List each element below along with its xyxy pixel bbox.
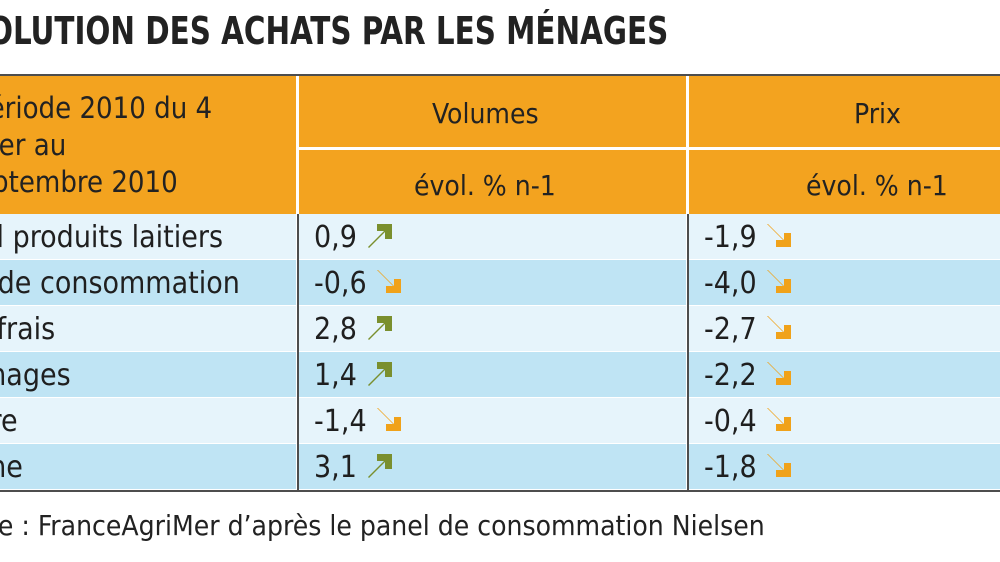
volume-value: -1,4	[314, 404, 367, 439]
row-label: al produits laitiers	[0, 220, 224, 255]
arrow-down-right-icon	[766, 270, 791, 293]
volume-value: 2,8	[314, 312, 357, 347]
arrow-down-right-icon	[376, 270, 401, 293]
period-line: vier au	[0, 128, 67, 162]
volume-cell: 0,9	[314, 214, 395, 259]
row-label: me	[0, 450, 23, 485]
volume-value: 3,1	[314, 450, 357, 485]
arrow-up-right-icon	[367, 316, 392, 340]
prix-value: -4,0	[704, 266, 757, 301]
arrow-up-right-icon	[367, 224, 392, 248]
column-divider	[296, 76, 299, 214]
column-divider	[686, 76, 689, 214]
volume-cell: -1,4	[314, 398, 405, 443]
prix-value: -1,9	[704, 220, 757, 255]
arrow-down-right-icon	[766, 408, 791, 431]
table-row: al produits laitiers 0,9 -1,9	[0, 214, 1000, 259]
evol-volumes-header: évol. % n-1	[414, 169, 556, 202]
prix-cell: -1,9	[704, 214, 795, 259]
arrow-down-right-icon	[766, 362, 791, 385]
table-header: période 2010 du 4 vier au eptembre 2010 …	[0, 76, 1000, 214]
table-row: rre -1,4 -0,4	[0, 398, 1000, 443]
volume-cell: 1,4	[314, 352, 395, 397]
prix-value: -1,8	[704, 450, 757, 485]
volume-value: 1,4	[314, 358, 357, 393]
header-divider	[298, 147, 1000, 150]
table-row: me 3,1 -1,8	[0, 444, 1000, 489]
row-label: mages	[0, 358, 71, 393]
volume-cell: 3,1	[314, 444, 395, 489]
prix-cell: -4,0	[704, 260, 795, 305]
arrow-down-right-icon	[766, 224, 791, 247]
table-top-rule	[0, 74, 1000, 76]
volume-cell: 2,8	[314, 306, 395, 351]
source-note: ce : FranceAgriMer d’après le panel de c…	[0, 509, 765, 542]
row-label: : de consommation	[0, 266, 240, 301]
table-row: mages 1,4 -2,2	[0, 352, 1000, 397]
row-label: afrais	[0, 312, 56, 347]
period-header: période 2010 du 4 vier au eptembre 2010	[0, 90, 282, 201]
period-line: période 2010 du 4	[0, 91, 213, 125]
volume-value: -0,6	[314, 266, 367, 301]
arrow-down-right-icon	[766, 316, 791, 339]
table-border	[0, 76, 1000, 492]
column-rule	[687, 214, 689, 490]
arrow-down-right-icon	[766, 454, 791, 477]
period-line: eptembre 2010	[0, 165, 178, 199]
prix-header: Prix	[854, 97, 901, 130]
arrow-down-right-icon	[376, 408, 401, 431]
prix-cell: -2,2	[704, 352, 795, 397]
volume-cell: -0,6	[314, 260, 405, 305]
column-rule	[297, 214, 299, 490]
arrow-up-right-icon	[367, 362, 392, 386]
volume-value: 0,9	[314, 220, 357, 255]
row-label: rre	[0, 404, 18, 439]
prix-value: -0,4	[704, 404, 757, 439]
prix-cell: -1,8	[704, 444, 795, 489]
evol-prix-header: évol. % n-1	[806, 169, 948, 202]
prix-cell: -0,4	[704, 398, 795, 443]
arrow-up-right-icon	[367, 454, 392, 478]
page-title: OLUTION DES ACHATS PAR LES MÉNAGES	[0, 9, 669, 53]
prix-cell: -2,7	[704, 306, 795, 351]
volumes-header: Volumes	[432, 97, 539, 130]
prix-value: -2,2	[704, 358, 757, 393]
prix-value: -2,7	[704, 312, 757, 347]
table-row: afrais 2,8 -2,7	[0, 306, 1000, 351]
table-row: : de consommation -0,6 -4,0	[0, 260, 1000, 305]
